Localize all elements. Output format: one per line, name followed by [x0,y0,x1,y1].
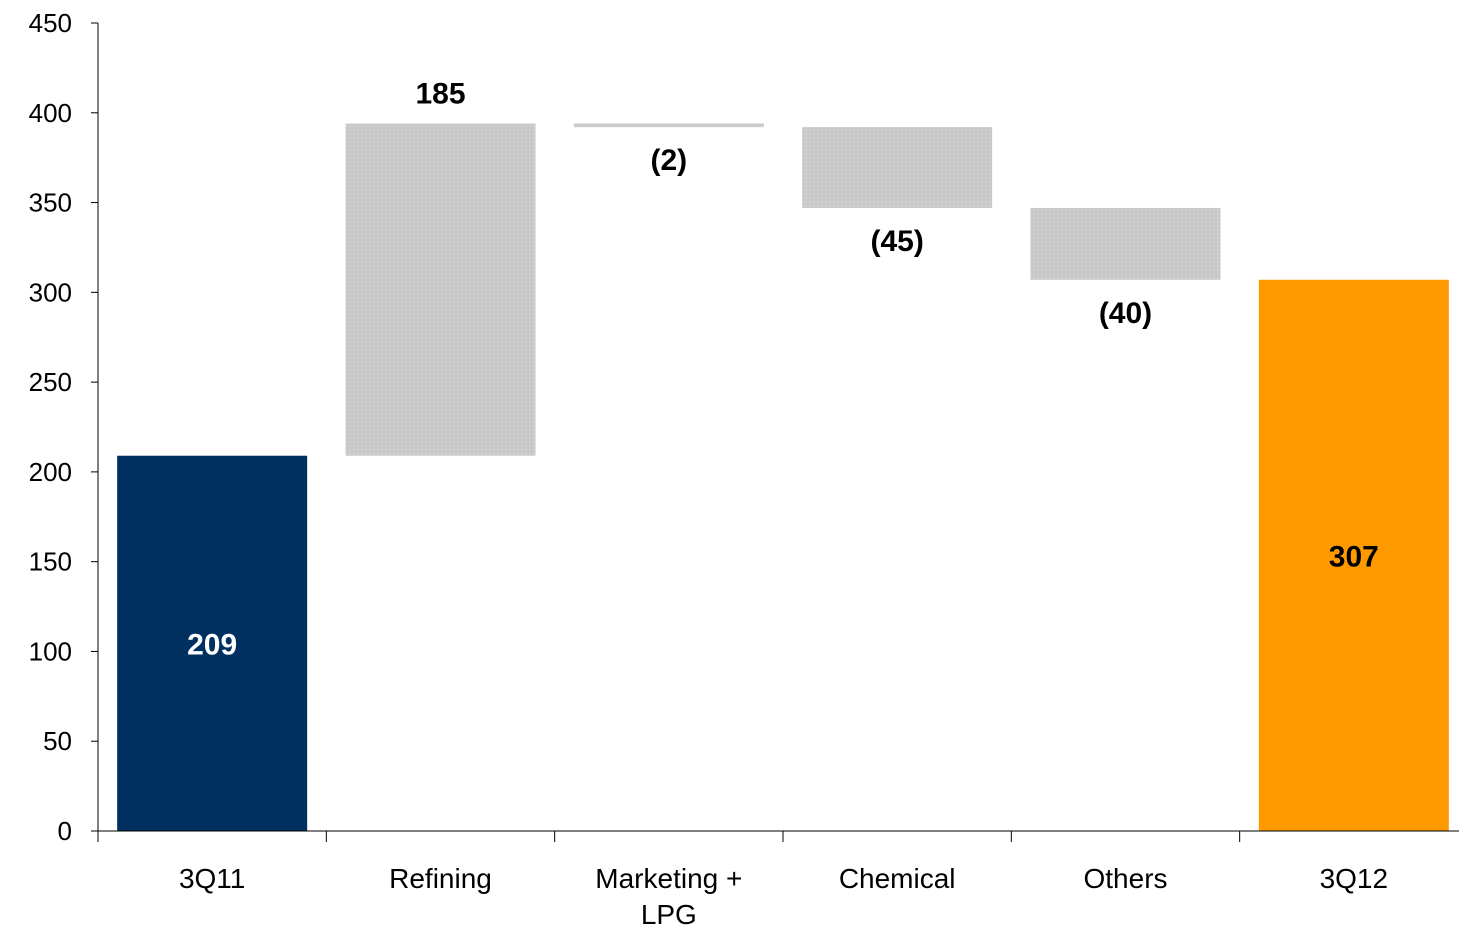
y-tick-label-8: 400 [29,98,72,128]
data-label-3: (45) [870,225,923,258]
y-tick-label-4: 200 [29,457,72,487]
labels-layer: 209 185 (2) (45) (40) 307 0 50 100 150 200 250 300 35… [29,8,1388,930]
bar-2 [573,123,764,128]
bar-0 [117,455,308,831]
y-tick-label-9: 450 [29,8,72,38]
category-label-4: Others [1083,863,1167,894]
data-label-4: (40) [1099,297,1152,330]
category-label-5: 3Q12 [1320,863,1389,894]
y-tick-label-7: 350 [29,188,72,218]
data-label-2: (2) [650,144,687,177]
data-label-1: 185 [415,78,465,111]
category-label-3: Chemical [839,863,956,894]
data-label-5: 307 [1329,540,1379,573]
bar-3 [802,127,993,208]
bar-4 [1030,207,1221,280]
y-tick-label-1: 50 [43,726,72,756]
category-label-1: Refining [389,863,492,894]
y-tick-label-5: 250 [29,367,72,397]
y-tick-label-3: 150 [29,547,72,577]
bar-5 [1258,279,1449,832]
y-tick-label-2: 100 [29,636,72,666]
bars-layer [117,123,1449,832]
category-label-2: Marketing + LPG [595,863,742,930]
y-tick-label-6: 300 [29,277,72,307]
category-label-0: 3Q11 [179,863,245,894]
axes-layer [91,22,1459,842]
bar-1 [345,123,536,456]
y-tick-label-0: 0 [58,816,72,846]
data-label-0: 209 [187,628,237,661]
